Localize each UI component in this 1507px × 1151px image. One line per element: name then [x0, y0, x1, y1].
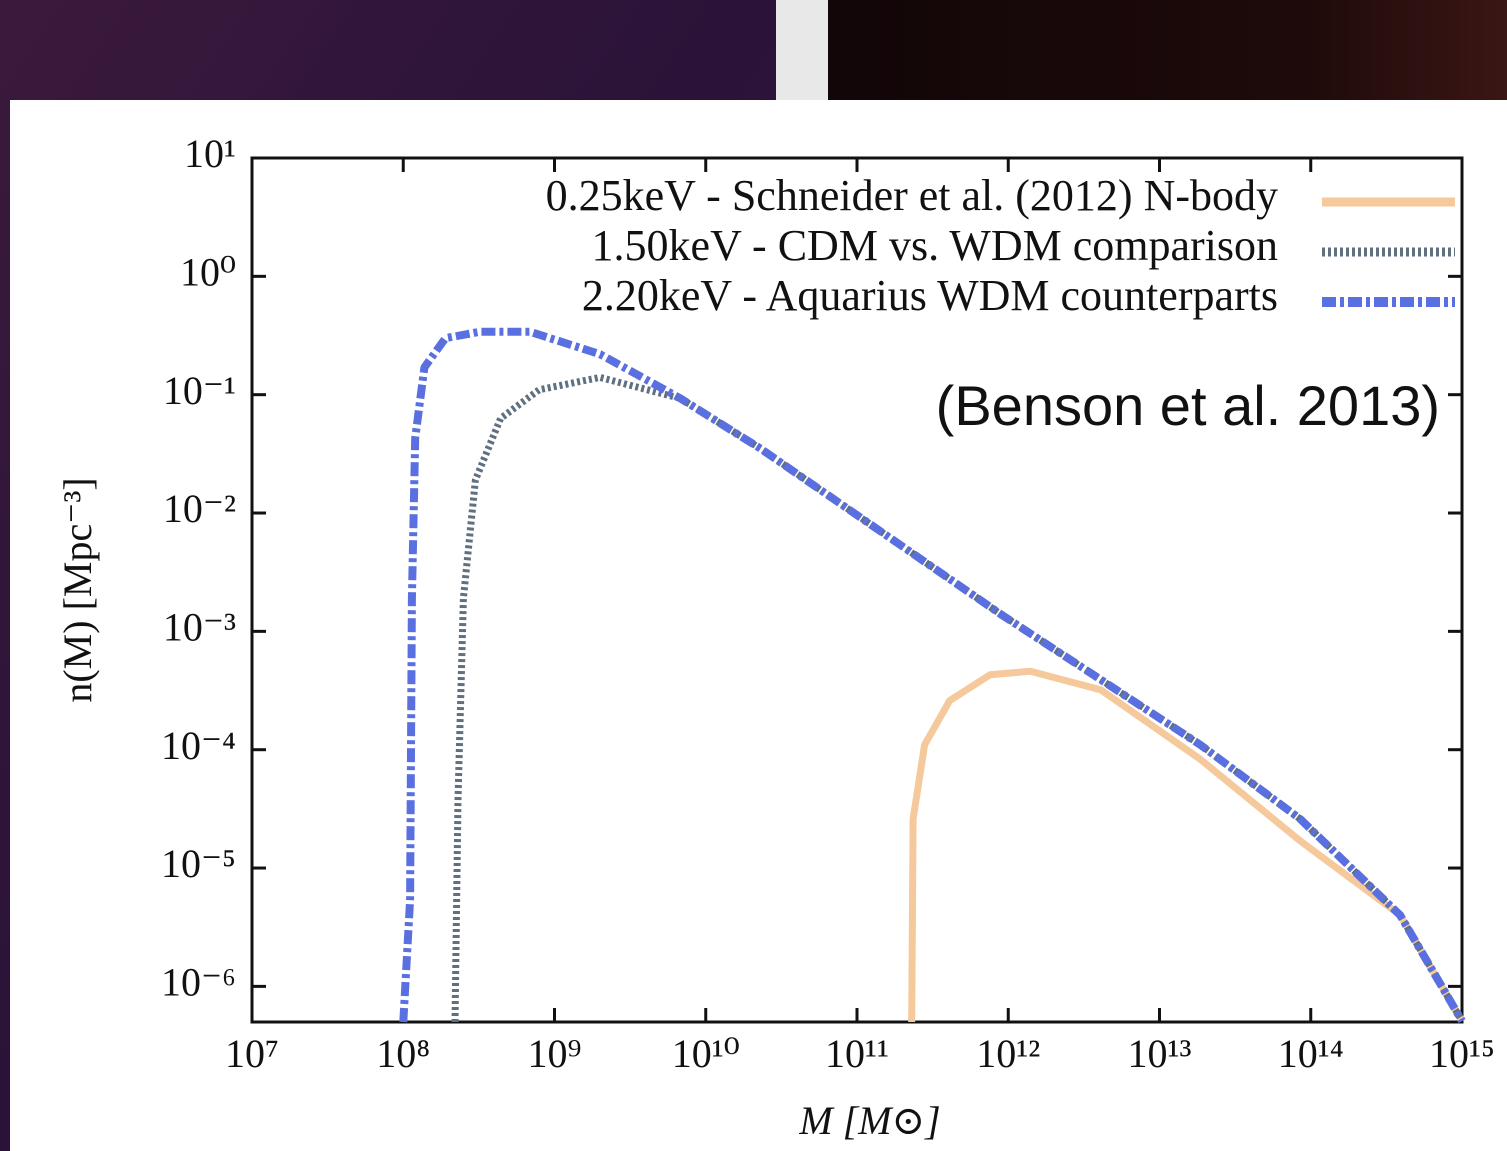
y-tick-label: 10⁰ — [180, 250, 236, 295]
y-tick-label: 10⁻⁵ — [161, 841, 236, 886]
y-tick-label: 10⁻⁴ — [161, 723, 236, 768]
y-tick-label: 10⁻¹ — [163, 368, 236, 413]
y-tick-label: 10⁻³ — [163, 605, 236, 650]
x-tick-label: 10⁹ — [528, 1031, 582, 1076]
series-line — [399, 327, 1466, 1024]
y-tick-label: 10⁻⁶ — [161, 960, 236, 1005]
legend-label: 1.50keV - CDM vs. WDM comparison — [592, 221, 1278, 270]
annotation: (Benson et al. 2013) — [936, 374, 1440, 437]
x-tick-label: 10¹¹ — [825, 1031, 889, 1076]
legend-label: 2.20keV - Aquarius WDM counterparts — [582, 271, 1278, 320]
x-tick-label: 10⁸ — [376, 1031, 430, 1076]
space-image-right — [828, 0, 1507, 110]
x-tick-label: 10¹⁵ — [1429, 1031, 1495, 1076]
legend-label: 0.25keV - Schneider et al. (2012) N-body — [546, 171, 1278, 220]
series-line — [908, 667, 1466, 1023]
y-tick-label: 10⁻² — [163, 486, 236, 531]
x-tick-label: 10¹⁴ — [1278, 1031, 1344, 1076]
y-axis-label: n(M) [Mpc⁻³] — [55, 477, 100, 702]
x-tick-label: 10¹⁰ — [672, 1031, 740, 1076]
x-tick-label: 10⁷ — [225, 1031, 279, 1076]
x-tick-label: 10¹³ — [1128, 1031, 1192, 1076]
y-tick-label: 10¹ — [184, 131, 236, 176]
x-tick-label: 10¹² — [976, 1031, 1040, 1076]
x-axis-label: M [M⊙] — [798, 1098, 940, 1143]
